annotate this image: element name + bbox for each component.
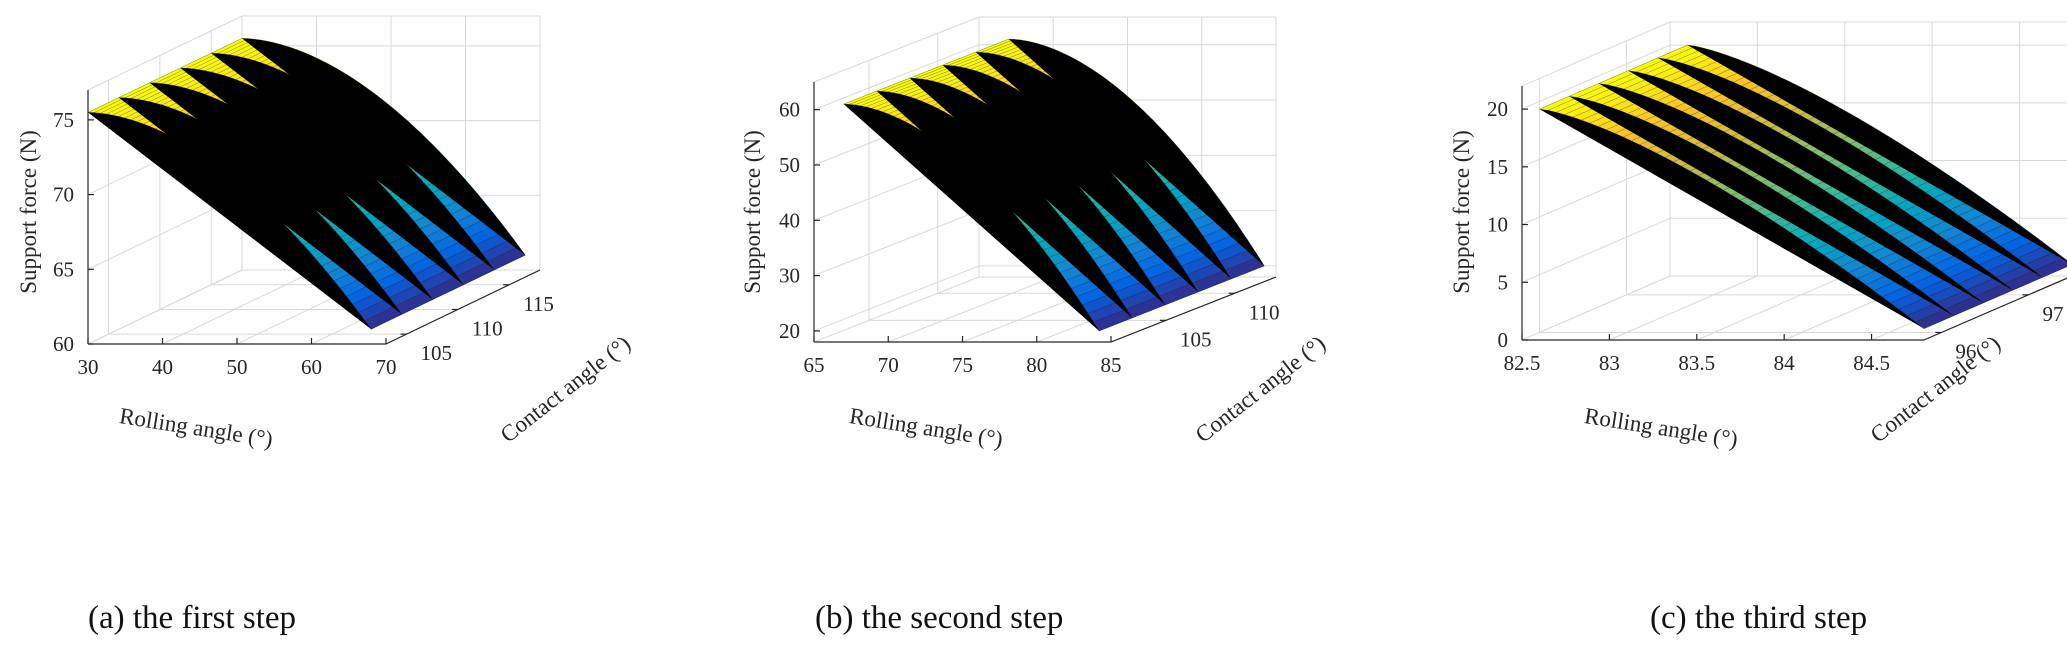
x-tick-label: 82.5 (1504, 351, 1541, 375)
z-tick-label: 60 (53, 332, 74, 356)
y-tick-label: 105 (421, 341, 453, 365)
mesh-line (87, 38, 243, 113)
grid-line (1521, 217, 1671, 283)
y-tick-label: 97 (2042, 302, 2063, 326)
x-tick-label: 40 (152, 355, 173, 379)
mesh-line (1657, 57, 2043, 278)
mesh-line (849, 39, 1015, 105)
mesh-line (370, 254, 526, 330)
x-tick-label: 84 (1774, 351, 1796, 375)
z-tick-label: 20 (779, 319, 800, 343)
surface-plot-3: 82.5 83 83.5 84 84.5 96 97 0 5 10 15 20 Rolling angl… (1449, 21, 2067, 636)
x-tick-label: 60 (301, 355, 322, 379)
surface (843, 38, 1265, 332)
x-tick-label: 30 (78, 355, 99, 379)
z-tick-label: 50 (779, 153, 800, 177)
mesh-line (1923, 266, 2067, 329)
mesh-line (843, 38, 1009, 105)
mesh-line (1898, 245, 2048, 310)
surface (87, 38, 526, 330)
surface-plot-2: 65 70 75 80 85 105 110 20 30 40 50 60 Rolling angle … (740, 16, 1330, 636)
z-tick-label: 5 (1498, 270, 1509, 294)
y-axis-line (1923, 277, 2067, 341)
grid-line (1609, 275, 1758, 341)
z-tick-label: 20 (1487, 97, 1508, 121)
mesh-line (1915, 257, 2064, 323)
z-tick-label: 75 (53, 108, 74, 132)
mesh-line (1093, 256, 1259, 323)
mesh-line (1008, 38, 1265, 267)
box-edge (87, 15, 243, 91)
x-axis-label: Rolling angle (°) (118, 403, 275, 452)
box-edge (813, 16, 980, 83)
z-tick-label: 10 (1487, 213, 1508, 237)
mesh-line (1598, 83, 1984, 304)
x-tick-label: 85 (1101, 353, 1122, 377)
grid-line (162, 269, 317, 345)
z-tick-label: 0 (1498, 328, 1509, 352)
grid-line (1521, 275, 1671, 341)
mesh-line (1539, 44, 1688, 110)
mesh-line (1099, 265, 1265, 332)
mesh-line (1687, 44, 2067, 262)
surface (1538, 44, 2067, 329)
x-tick-label: 84.5 (1853, 351, 1890, 375)
x-tick-label: 83.5 (1678, 351, 1715, 375)
x-axis-label: Rolling angle (°) (848, 403, 1005, 452)
z-axis-label: Support force (N) (1449, 130, 1474, 294)
mesh-line (1539, 108, 1925, 329)
mesh-line (1907, 251, 2056, 316)
y-tick-label: 110 (1249, 300, 1280, 324)
grid-line (813, 210, 980, 277)
y-axis-line (1110, 276, 1277, 343)
grid-line (813, 44, 980, 111)
z-tick-label: 15 (1487, 155, 1508, 179)
y-axis-line (385, 269, 541, 345)
grid-line (1521, 160, 1671, 226)
z-tick-label: 60 (779, 98, 800, 122)
z-tick-label: 70 (53, 183, 74, 207)
grid-line (888, 276, 1054, 343)
mesh-line (94, 38, 249, 113)
x-tick-label: 65 (804, 353, 825, 377)
panel-caption: (b) the second step (815, 600, 1063, 636)
z-axis-label: Support force (N) (16, 130, 41, 294)
y-tick-label: 96 (1955, 339, 1976, 363)
panel-caption: (c) the third step (1650, 600, 1867, 636)
z-axis-label: Support force (N) (740, 130, 765, 294)
mesh-line (1547, 46, 1696, 111)
z-tick-label: 65 (53, 257, 74, 281)
grid-line (1696, 275, 1845, 341)
x-tick-label: 75 (952, 353, 973, 377)
grid-line (1521, 44, 1671, 110)
mesh-line (1569, 96, 1954, 316)
x-tick-label: 80 (1026, 353, 1047, 377)
x-tick-label: 83 (1599, 351, 1620, 375)
panel-caption: (a) the first step (88, 600, 296, 636)
z-tick-label: 30 (779, 264, 800, 288)
x-tick-label: 50 (227, 355, 248, 379)
x-tick-label: 70 (878, 353, 899, 377)
x-tick-label: 70 (376, 355, 397, 379)
z-tick-label: 40 (779, 208, 800, 232)
grid-line (813, 276, 980, 343)
y-axis-label: Contact angle (°) (1866, 331, 2005, 448)
y-tick-label: 110 (472, 316, 503, 340)
x-axis-label: Rolling angle (°) (1583, 403, 1740, 452)
grid-line (87, 269, 243, 345)
y-tick-label: 105 (1180, 327, 1212, 351)
surface-plot-1: 30 40 50 60 70 105 110 115 60 65 70 75 Rolling angle… (16, 15, 635, 636)
grid-line (813, 265, 980, 332)
mesh-line (364, 246, 520, 321)
mesh-line (1628, 70, 2013, 291)
y-axis-label: Contact angle (°) (1191, 331, 1330, 448)
y-axis-label: Contact angle (°) (496, 331, 635, 448)
mesh-line (241, 38, 526, 256)
box-edge (1521, 21, 1671, 87)
y-tick-label: 115 (523, 292, 554, 316)
